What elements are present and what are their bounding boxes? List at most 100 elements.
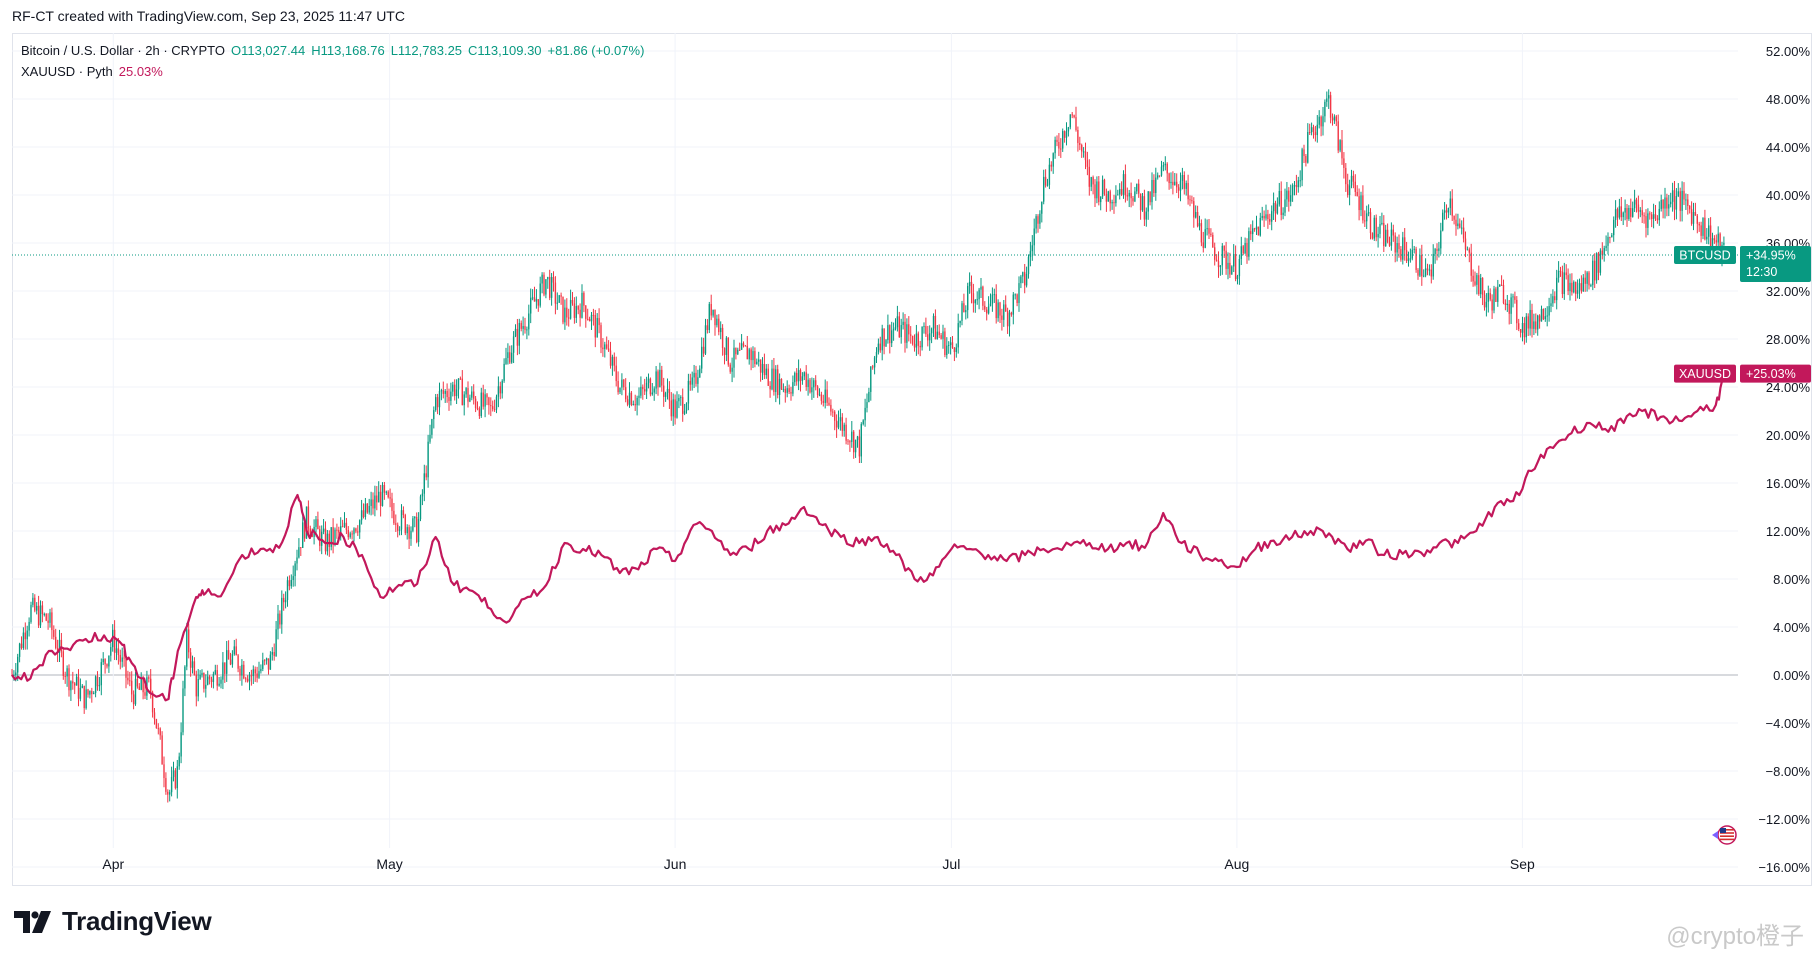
btc-candle: [1544, 316, 1546, 320]
btc-candle: [1367, 212, 1370, 214]
btc-candle: [701, 346, 703, 369]
xau-value-badge: [1740, 364, 1811, 383]
btc-candle: [83, 685, 85, 709]
btc-candle: [1252, 228, 1254, 235]
btc-candle: [682, 397, 684, 414]
btc-candle: [110, 647, 112, 656]
btc-candle: [1286, 190, 1288, 200]
btc-candle: [704, 325, 707, 354]
btc-candle: [1324, 101, 1326, 117]
btc-candle: [972, 293, 975, 304]
btc-candle: [1580, 283, 1583, 292]
btc-candle: [1219, 265, 1222, 268]
btc-candle: [1221, 245, 1223, 266]
btc-candle: [915, 333, 918, 348]
btc-candle: [710, 304, 712, 316]
btc-candle: [1423, 275, 1425, 277]
btc-candle: [438, 390, 441, 408]
btc-candle: [322, 528, 325, 532]
btc-candle: [1284, 199, 1286, 213]
btc-candle: [1293, 185, 1296, 187]
btc-candle: [854, 439, 857, 453]
btc-candle: [885, 340, 887, 347]
btc-candle: [1309, 132, 1311, 134]
btc-candle: [847, 440, 849, 442]
btc-candle: [1411, 249, 1413, 259]
legend-symbol: Bitcoin / U.S. Dollar · 2h · CRYPTO: [21, 43, 225, 58]
btc-candle: [1350, 175, 1353, 186]
btc-candle: [1497, 286, 1499, 302]
btc-candle: [573, 303, 576, 318]
btc-candle: [1347, 184, 1349, 196]
btc-candle: [471, 391, 473, 398]
legend-close: C113,109.30: [468, 43, 542, 58]
btc-candle: [697, 377, 699, 384]
btc-candle: [750, 349, 752, 361]
btc-candle: [720, 327, 722, 333]
btc-candle: [47, 620, 49, 623]
btc-candle: [330, 527, 332, 547]
btc-candle: [1248, 231, 1250, 257]
btc-candle: [121, 657, 123, 662]
btc-candle: [1556, 277, 1558, 301]
btc-candle: [134, 678, 137, 705]
btc-candle: [364, 503, 367, 517]
btc-candle: [1531, 309, 1533, 329]
btc-candle: [1333, 116, 1336, 121]
btc-candle: [1421, 255, 1423, 277]
btc-candle: [260, 668, 262, 672]
btc-candle: [315, 519, 317, 527]
legend-compare-symbol: XAUUSD · Pyth: [21, 64, 113, 79]
btc-candle: [115, 648, 118, 653]
btc-candle: [725, 337, 728, 355]
btc-candle: [1084, 151, 1087, 161]
btc-candle: [1339, 140, 1341, 151]
btc-candle: [645, 382, 648, 392]
btc-candle: [655, 371, 657, 389]
btc-candle: [807, 379, 809, 387]
btc-candle: [1320, 116, 1322, 127]
btc-candle: [904, 321, 906, 343]
btc-candle: [1706, 236, 1708, 240]
btc-candle: [803, 372, 805, 377]
btc-candle: [1044, 176, 1047, 186]
btc-candle: [1069, 114, 1071, 128]
btc-candle: [100, 662, 102, 686]
btc-candle: [1195, 211, 1197, 218]
legend-main[interactable]: Bitcoin / U.S. Dollar · 2h · CRYPTO O113,…: [21, 43, 650, 58]
btc-candle: [467, 388, 469, 402]
btc-candle: [153, 712, 156, 720]
btc-candle: [1519, 329, 1522, 333]
btc-candle: [1210, 233, 1212, 236]
tradingview-logo[interactable]: TradingView: [14, 906, 212, 937]
btc-candle: [334, 529, 336, 543]
btc-candle: [1352, 175, 1355, 182]
y-tick-label: 8.00%: [1773, 572, 1810, 587]
btc-candle: [425, 473, 427, 478]
btc-candle: [623, 379, 625, 388]
btc-candle: [1654, 214, 1657, 219]
btc-candle: [1476, 275, 1478, 285]
btc-candle: [1662, 199, 1664, 209]
btc-candle: [195, 674, 197, 697]
xau-value-label: +25.03%: [1746, 367, 1796, 381]
btc-candle: [1480, 277, 1482, 295]
y-tick-label: 32.00%: [1766, 284, 1811, 299]
btc-candle: [1041, 201, 1043, 214]
btc-candle: [370, 499, 372, 506]
btc-candle: [1508, 303, 1510, 314]
btc-candle: [184, 666, 186, 689]
btc-candle: [1295, 185, 1298, 188]
btc-candle: [1244, 242, 1246, 254]
btc-candle: [1086, 160, 1089, 167]
btc-candle: [702, 346, 705, 354]
btc-candle: [214, 670, 216, 674]
btc-candle: [142, 677, 144, 693]
btc-candle: [1278, 190, 1280, 205]
legend-compare[interactable]: XAUUSD · Pyth 25.03%: [21, 64, 169, 79]
btc-candle: [1504, 303, 1507, 306]
btc-candle: [1614, 209, 1617, 220]
btc-candle: [651, 392, 653, 395]
btc-candle: [1679, 191, 1681, 211]
